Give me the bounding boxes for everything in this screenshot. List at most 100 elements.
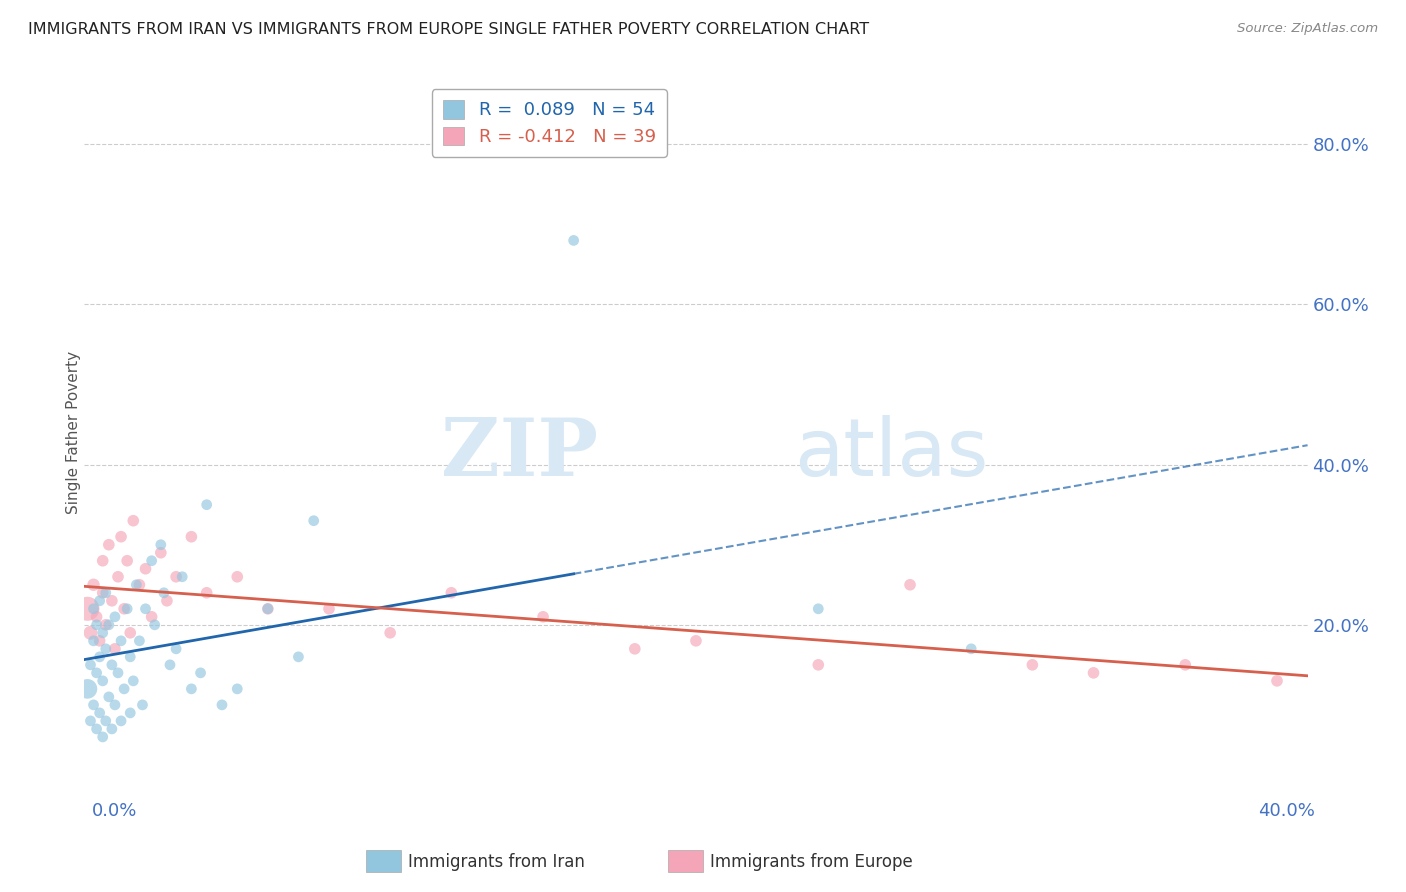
Point bbox=[135, 562, 157, 576]
Legend: R =  0.089   N = 54, R = -0.412   N = 39: R = 0.089 N = 54, R = -0.412 N = 39 bbox=[432, 89, 666, 157]
Point bbox=[97, 617, 120, 632]
Point bbox=[153, 586, 176, 600]
Point bbox=[302, 514, 325, 528]
Point bbox=[440, 586, 463, 600]
Text: 0.0%: 0.0% bbox=[91, 802, 136, 820]
Point bbox=[122, 514, 145, 528]
Point bbox=[94, 617, 117, 632]
Point bbox=[898, 578, 921, 592]
Text: ZIP: ZIP bbox=[441, 415, 598, 492]
Point bbox=[104, 698, 127, 712]
Point bbox=[86, 609, 108, 624]
Point bbox=[122, 673, 145, 688]
Point bbox=[89, 706, 111, 720]
Point bbox=[101, 657, 124, 672]
Point bbox=[89, 633, 111, 648]
Point bbox=[115, 554, 138, 568]
Point bbox=[91, 586, 114, 600]
Point bbox=[104, 641, 127, 656]
Point bbox=[287, 649, 309, 664]
Point bbox=[807, 657, 830, 672]
Point bbox=[531, 609, 554, 624]
Point bbox=[195, 498, 218, 512]
Point bbox=[562, 234, 585, 248]
Point bbox=[380, 625, 402, 640]
Point bbox=[1083, 665, 1105, 680]
Point bbox=[101, 722, 124, 736]
Point bbox=[83, 578, 105, 592]
Point bbox=[141, 609, 163, 624]
Point bbox=[79, 657, 101, 672]
Point bbox=[318, 601, 340, 615]
Point bbox=[128, 578, 150, 592]
Point bbox=[110, 530, 132, 544]
Point bbox=[91, 673, 114, 688]
Point bbox=[83, 633, 105, 648]
Point bbox=[257, 601, 280, 615]
Point bbox=[807, 601, 830, 615]
Point bbox=[107, 665, 129, 680]
Point bbox=[141, 554, 163, 568]
Text: atlas: atlas bbox=[794, 415, 988, 492]
Point bbox=[159, 657, 181, 672]
Point bbox=[112, 601, 135, 615]
Point bbox=[86, 665, 108, 680]
Point bbox=[120, 706, 142, 720]
Point bbox=[76, 601, 98, 615]
Point bbox=[120, 625, 142, 640]
Point bbox=[94, 641, 117, 656]
Text: Source: ZipAtlas.com: Source: ZipAtlas.com bbox=[1237, 22, 1378, 36]
Point bbox=[180, 681, 202, 696]
Point bbox=[180, 530, 202, 544]
Point bbox=[91, 625, 114, 640]
Point bbox=[211, 698, 233, 712]
Point bbox=[624, 641, 647, 656]
Text: Immigrants from Europe: Immigrants from Europe bbox=[710, 853, 912, 871]
Point bbox=[125, 578, 148, 592]
Point bbox=[97, 538, 120, 552]
Point bbox=[149, 538, 172, 552]
Point bbox=[83, 601, 105, 615]
Point bbox=[1265, 673, 1288, 688]
Point bbox=[1174, 657, 1197, 672]
Point bbox=[79, 625, 101, 640]
Point bbox=[1021, 657, 1043, 672]
Point bbox=[89, 649, 111, 664]
Point bbox=[165, 641, 187, 656]
Point bbox=[120, 649, 142, 664]
Point bbox=[86, 722, 108, 736]
Text: IMMIGRANTS FROM IRAN VS IMMIGRANTS FROM EUROPE SINGLE FATHER POVERTY CORRELATION: IMMIGRANTS FROM IRAN VS IMMIGRANTS FROM … bbox=[28, 22, 869, 37]
Point bbox=[128, 633, 150, 648]
Point bbox=[131, 698, 153, 712]
Point bbox=[226, 681, 249, 696]
Point bbox=[112, 681, 135, 696]
Point bbox=[86, 617, 108, 632]
Point bbox=[94, 714, 117, 728]
Point bbox=[76, 681, 98, 696]
Point bbox=[960, 641, 983, 656]
Point bbox=[257, 601, 280, 615]
Point bbox=[107, 570, 129, 584]
Point bbox=[91, 554, 114, 568]
Text: Immigrants from Iran: Immigrants from Iran bbox=[408, 853, 585, 871]
Point bbox=[110, 714, 132, 728]
Point bbox=[685, 633, 707, 648]
Point bbox=[79, 714, 101, 728]
Point bbox=[149, 546, 172, 560]
Point bbox=[190, 665, 212, 680]
Point bbox=[156, 594, 179, 608]
Point bbox=[104, 609, 127, 624]
Point bbox=[101, 594, 124, 608]
Point bbox=[115, 601, 138, 615]
Point bbox=[172, 570, 194, 584]
Point bbox=[83, 698, 105, 712]
Point bbox=[97, 690, 120, 704]
Point bbox=[94, 586, 117, 600]
Point bbox=[143, 617, 166, 632]
Point bbox=[195, 586, 218, 600]
Point bbox=[226, 570, 249, 584]
Point bbox=[165, 570, 187, 584]
Point bbox=[89, 594, 111, 608]
Point bbox=[110, 633, 132, 648]
Point bbox=[91, 730, 114, 744]
